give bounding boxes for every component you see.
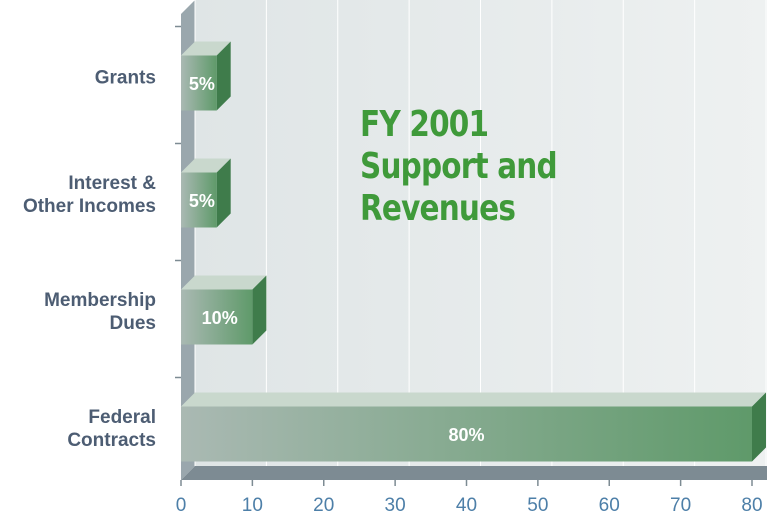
value-label: 5%: [189, 74, 215, 94]
y-tick-label: Federal Contracts: [67, 407, 156, 451]
bar: 80%: [181, 392, 766, 462]
x-tick-label: 60: [599, 495, 620, 516]
bar: 10%: [181, 275, 267, 345]
x-tick-label: 10: [242, 495, 263, 516]
x-tick-label: 80: [741, 495, 762, 516]
bar-end: [216, 41, 231, 111]
y-tick-label: Interest & Other Incomes: [22, 173, 156, 217]
x-tick-label: 50: [527, 495, 548, 516]
bar-top: [181, 392, 766, 407]
bar-end: [252, 275, 267, 345]
x-tick-label: 70: [670, 495, 691, 516]
left-wall: [181, 0, 195, 480]
chart-title: FY 2001 Support and Revenues: [360, 104, 558, 229]
y-tick-label: Membership Dues: [44, 290, 156, 334]
bar-end: [752, 392, 766, 462]
bar-end: [216, 158, 231, 228]
bar: 5%: [181, 158, 231, 228]
bar-top: [181, 275, 267, 290]
bar-top: [181, 158, 231, 173]
bar-front: [181, 289, 253, 345]
bar-front: [181, 55, 217, 111]
value-label: 80%: [448, 425, 484, 445]
floor: [181, 466, 767, 480]
bar-top: [181, 41, 231, 56]
x-tick-label: 20: [313, 495, 334, 516]
x-tick-label: 30: [385, 495, 406, 516]
value-label: 5%: [189, 191, 215, 211]
bar: 5%: [181, 41, 231, 111]
bar-front: [181, 406, 752, 462]
y-tick-label: Grants: [94, 67, 156, 89]
x-tick-label: 40: [456, 495, 477, 516]
x-tick-label: 0: [176, 495, 187, 516]
value-label: 10%: [202, 308, 238, 328]
bar-front: [181, 172, 217, 228]
